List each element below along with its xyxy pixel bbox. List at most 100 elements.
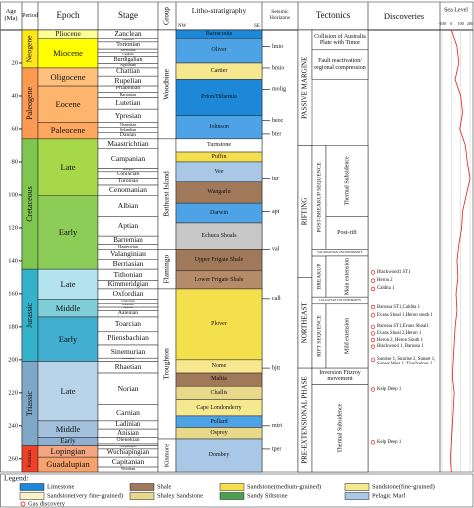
stage-label-box: Bartonian <box>119 92 137 97</box>
stage-label: Wuchiapingian <box>106 448 150 457</box>
tectonic-label: NORTHEAST <box>301 301 309 343</box>
period-label: Cretaceous <box>25 186 34 222</box>
formation-label-box: Vee <box>215 169 224 175</box>
epoch-label: Late <box>60 385 76 396</box>
age-tick-label: 60 <box>12 125 19 132</box>
epoch-label-box: Middle <box>55 302 81 313</box>
discovery-label: Kelp Deep 1 <box>377 439 402 445</box>
stage-label-box: Aptian <box>118 222 138 230</box>
tectonic-label-box: Inversion Fitzroy movement <box>319 370 361 382</box>
age-tick-label: 200 <box>8 356 18 363</box>
formation-label: Prion/Hibernia <box>201 94 237 101</box>
formation-label-box: Cape Londonderry <box>196 405 241 411</box>
stage-label: Changhsingian <box>119 445 137 448</box>
tectonic-label-box: CALLOVIAN UNCONFORMITY <box>319 298 361 301</box>
formation <box>175 288 263 361</box>
discovery-label-box: Kelp Deep 1 <box>377 439 402 445</box>
header-stage-box: Stage <box>118 10 138 21</box>
header-epoch: Epoch <box>56 10 80 21</box>
legend-label: Limestone <box>47 483 75 490</box>
stage-label: Campanian <box>110 153 146 163</box>
legend-label: Pelagic Marl <box>372 492 406 499</box>
formation-label: Dombey <box>208 452 230 459</box>
epoch-label-box: Pliocene <box>55 30 81 38</box>
legend-swatch <box>219 483 245 491</box>
horizon-label: call <box>272 296 281 302</box>
stage-label-box: Ypresian <box>115 111 141 119</box>
stage-label: Rhaetian <box>114 362 142 372</box>
epoch-label-box: Oligocene <box>51 72 86 81</box>
stage-label-box: Pliensbachian <box>107 334 149 342</box>
stage-label-box: Hettangian <box>122 358 134 360</box>
gas-discovery <box>370 387 376 392</box>
gas-discovery <box>370 324 376 330</box>
tectonic-label: VALANGINIAN UNCONFORMITY <box>317 250 363 255</box>
formation-label-box: Darwin <box>210 210 228 216</box>
formation-label-box: Challis <box>210 389 228 396</box>
stage-label-box: Carnian <box>116 408 140 416</box>
epoch-label: Middle <box>55 302 81 313</box>
formation-label: Challis <box>210 389 228 396</box>
stage-label: Lutetian <box>115 98 141 108</box>
header-stage: Stage <box>118 10 138 21</box>
stage-label: Selandian <box>119 127 137 132</box>
stage-label-box: Messinian <box>123 39 134 41</box>
tectonic-label: Fault reactivation/ regional compression <box>314 58 366 71</box>
stage-label: Hauterivian <box>118 244 138 249</box>
formation-label: Puffin <box>211 153 227 160</box>
tectonic-label: Thermal Subsidence <box>344 156 350 205</box>
tectonic-label: Thermal Subsidence <box>337 403 343 452</box>
header-age-box: Age (Ma) <box>4 8 18 22</box>
stage-label-box: Maastrichtian <box>107 139 148 147</box>
discovery-label-box: Blackwood1 ST1 <box>377 270 410 275</box>
header-age: Age (Ma) <box>4 8 18 22</box>
epoch <box>37 361 99 422</box>
stage-label-box: Kimmeridgian <box>108 281 149 288</box>
stage-label: Serravallian <box>120 49 136 53</box>
stage-label-box: Oxfordian <box>113 290 144 298</box>
epoch-label: Paleocene <box>50 125 86 136</box>
tectonic-label: Main extension <box>344 258 350 295</box>
sea-tick-label: 0 <box>450 21 452 26</box>
formation-label: Upper Frigate Shale <box>194 256 244 263</box>
age-tick-label: 100 <box>8 191 18 198</box>
stage-label-box: Tithonian <box>114 271 143 279</box>
epoch <box>37 38 99 69</box>
formation <box>175 37 263 64</box>
stage-label: Aalenian <box>117 310 139 316</box>
gas-discovery <box>370 304 376 310</box>
sea-tick-label: 100 <box>458 21 464 26</box>
stage-label-box: Campanian <box>110 153 146 163</box>
stage-label: Cenomanian <box>109 185 147 195</box>
stage-label-box: Burdigalian <box>113 57 142 63</box>
discovery-label-box: Chudich 1, Loxton Shoals 1, Sunrise 1, S… <box>377 356 435 364</box>
stage-label-box: Barremian <box>113 236 143 243</box>
horizon-label: tper <box>272 446 281 452</box>
stage-label: Albian <box>117 201 139 211</box>
formation <box>175 79 263 117</box>
stage-label: Langhian <box>122 52 134 56</box>
stage-label-box: Rhaetian <box>114 362 142 372</box>
stage-label-box: Turonian <box>118 178 138 183</box>
age-tick-label: 160 <box>8 290 18 297</box>
stage-label-box: Rupelian <box>114 77 141 85</box>
horizon-label: bmio <box>272 65 284 71</box>
formation-label-box: Turnstone <box>207 142 231 148</box>
age-tick-label: 80 <box>12 158 19 165</box>
tectonic-label: BREAKUP <box>316 264 322 290</box>
tectonic-label: RIFT SEQUENCE <box>316 314 322 357</box>
group-label: Bathurst Island <box>162 171 171 217</box>
header-period-box: Period <box>22 13 38 19</box>
gas-discovery <box>370 440 376 445</box>
stage-label: Coniacian <box>116 171 140 178</box>
legend-label: Sandstone(fine-grained) <box>372 483 435 490</box>
stage-label-box: Bajocian <box>123 307 133 309</box>
legend-swatch <box>219 492 245 500</box>
sea-tick-label: 200 <box>467 21 473 26</box>
discovery-label-box: Blackwood 1, Barossa 1 <box>377 344 424 349</box>
legend-swatch <box>19 483 45 491</box>
formation-label: Oliver <box>211 47 227 54</box>
header-seismic: Seismic Horizons <box>269 9 291 21</box>
stage-label: Norian <box>117 383 139 393</box>
stage-label: Bartonian <box>119 92 137 97</box>
